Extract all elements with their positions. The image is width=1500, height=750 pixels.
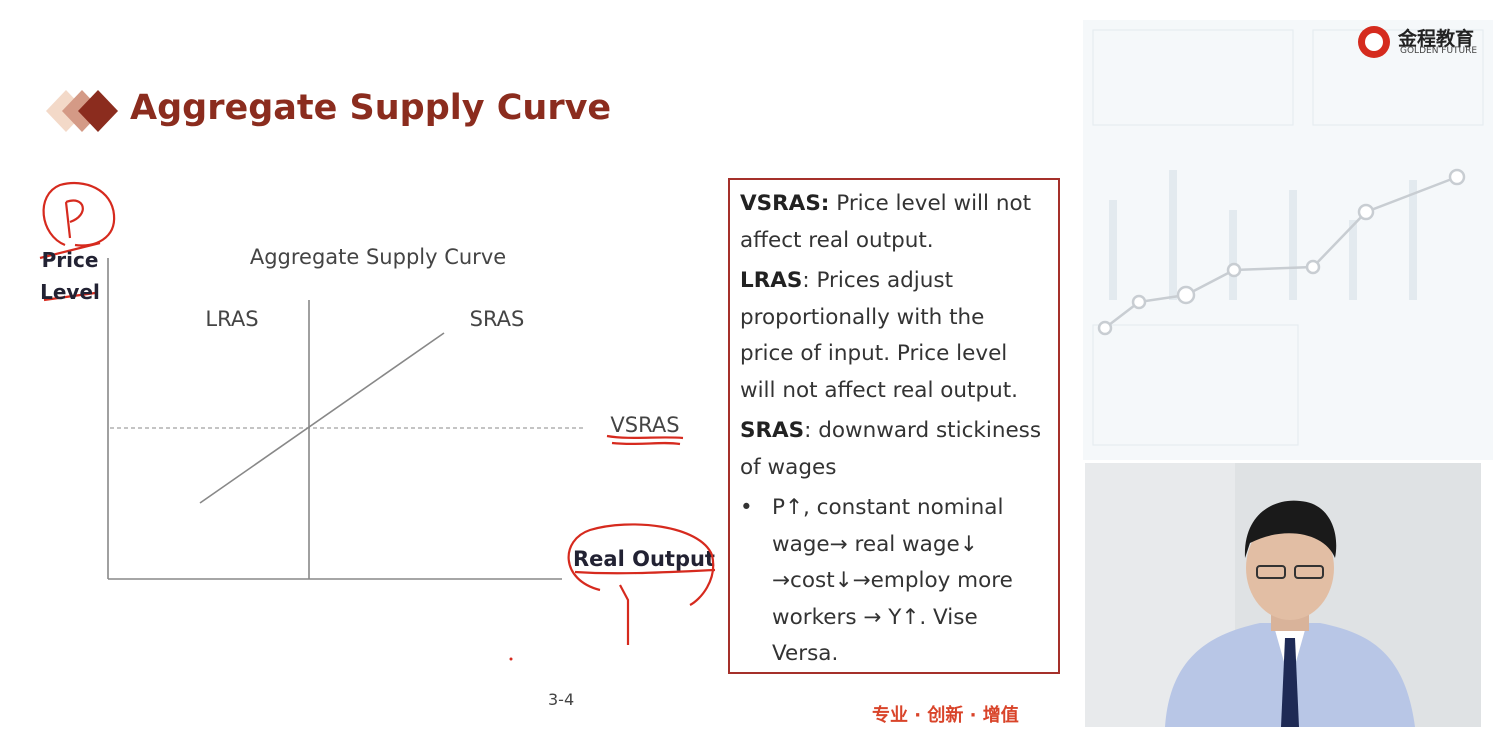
notes-box: VSRAS: Price level will not affect real … — [728, 178, 1060, 674]
logo-subtitle: GOLDEN FUTURE — [1400, 46, 1478, 56]
y-axis-label: Price Level — [40, 248, 100, 304]
note-text: : downward stickiness of wages — [740, 418, 1042, 480]
note-text: Price level will not affect real output. — [740, 191, 1032, 253]
note-term: VSRAS: — [740, 191, 830, 216]
background-graphic — [1083, 20, 1493, 460]
page-number: 3-4 — [548, 690, 575, 709]
curve-label: LRAS — [205, 307, 258, 331]
curve-label: SRAS — [470, 307, 525, 331]
note-term: SRAS — [740, 418, 805, 443]
note-bullets: P↑, constant nominal wage→ real wage↓ →c… — [740, 490, 1042, 673]
note-paragraph: SRAS: downward stickiness of wages — [740, 413, 1042, 486]
diagram-title: Aggregate Supply Curve — [250, 245, 506, 269]
note-text: : Prices adjust proportionally with the … — [740, 268, 1019, 403]
logo-name: 金程教育 — [1398, 28, 1475, 50]
logo-icon — [1358, 26, 1390, 58]
slogan: 专业 · 创新 · 增值 — [872, 705, 1019, 726]
diagram: Aggregate Supply Curve LRAS SRAS VSRAS R… — [39, 181, 716, 661]
slide-title: Aggregate Supply Curve — [130, 88, 612, 128]
presenter-video — [1085, 463, 1481, 727]
title-icon — [46, 90, 118, 132]
x-axis-label: Real Output — [573, 547, 715, 571]
note-term: LRAS — [740, 268, 803, 293]
note-paragraph: VSRAS: Price level will not affect real … — [740, 186, 1042, 259]
curve-label: VSRAS — [610, 413, 679, 437]
note-paragraph: LRAS: Prices adjust proportionally with … — [740, 263, 1042, 409]
note-bullet: P↑, constant nominal wage→ real wage↓ →c… — [772, 490, 1042, 673]
